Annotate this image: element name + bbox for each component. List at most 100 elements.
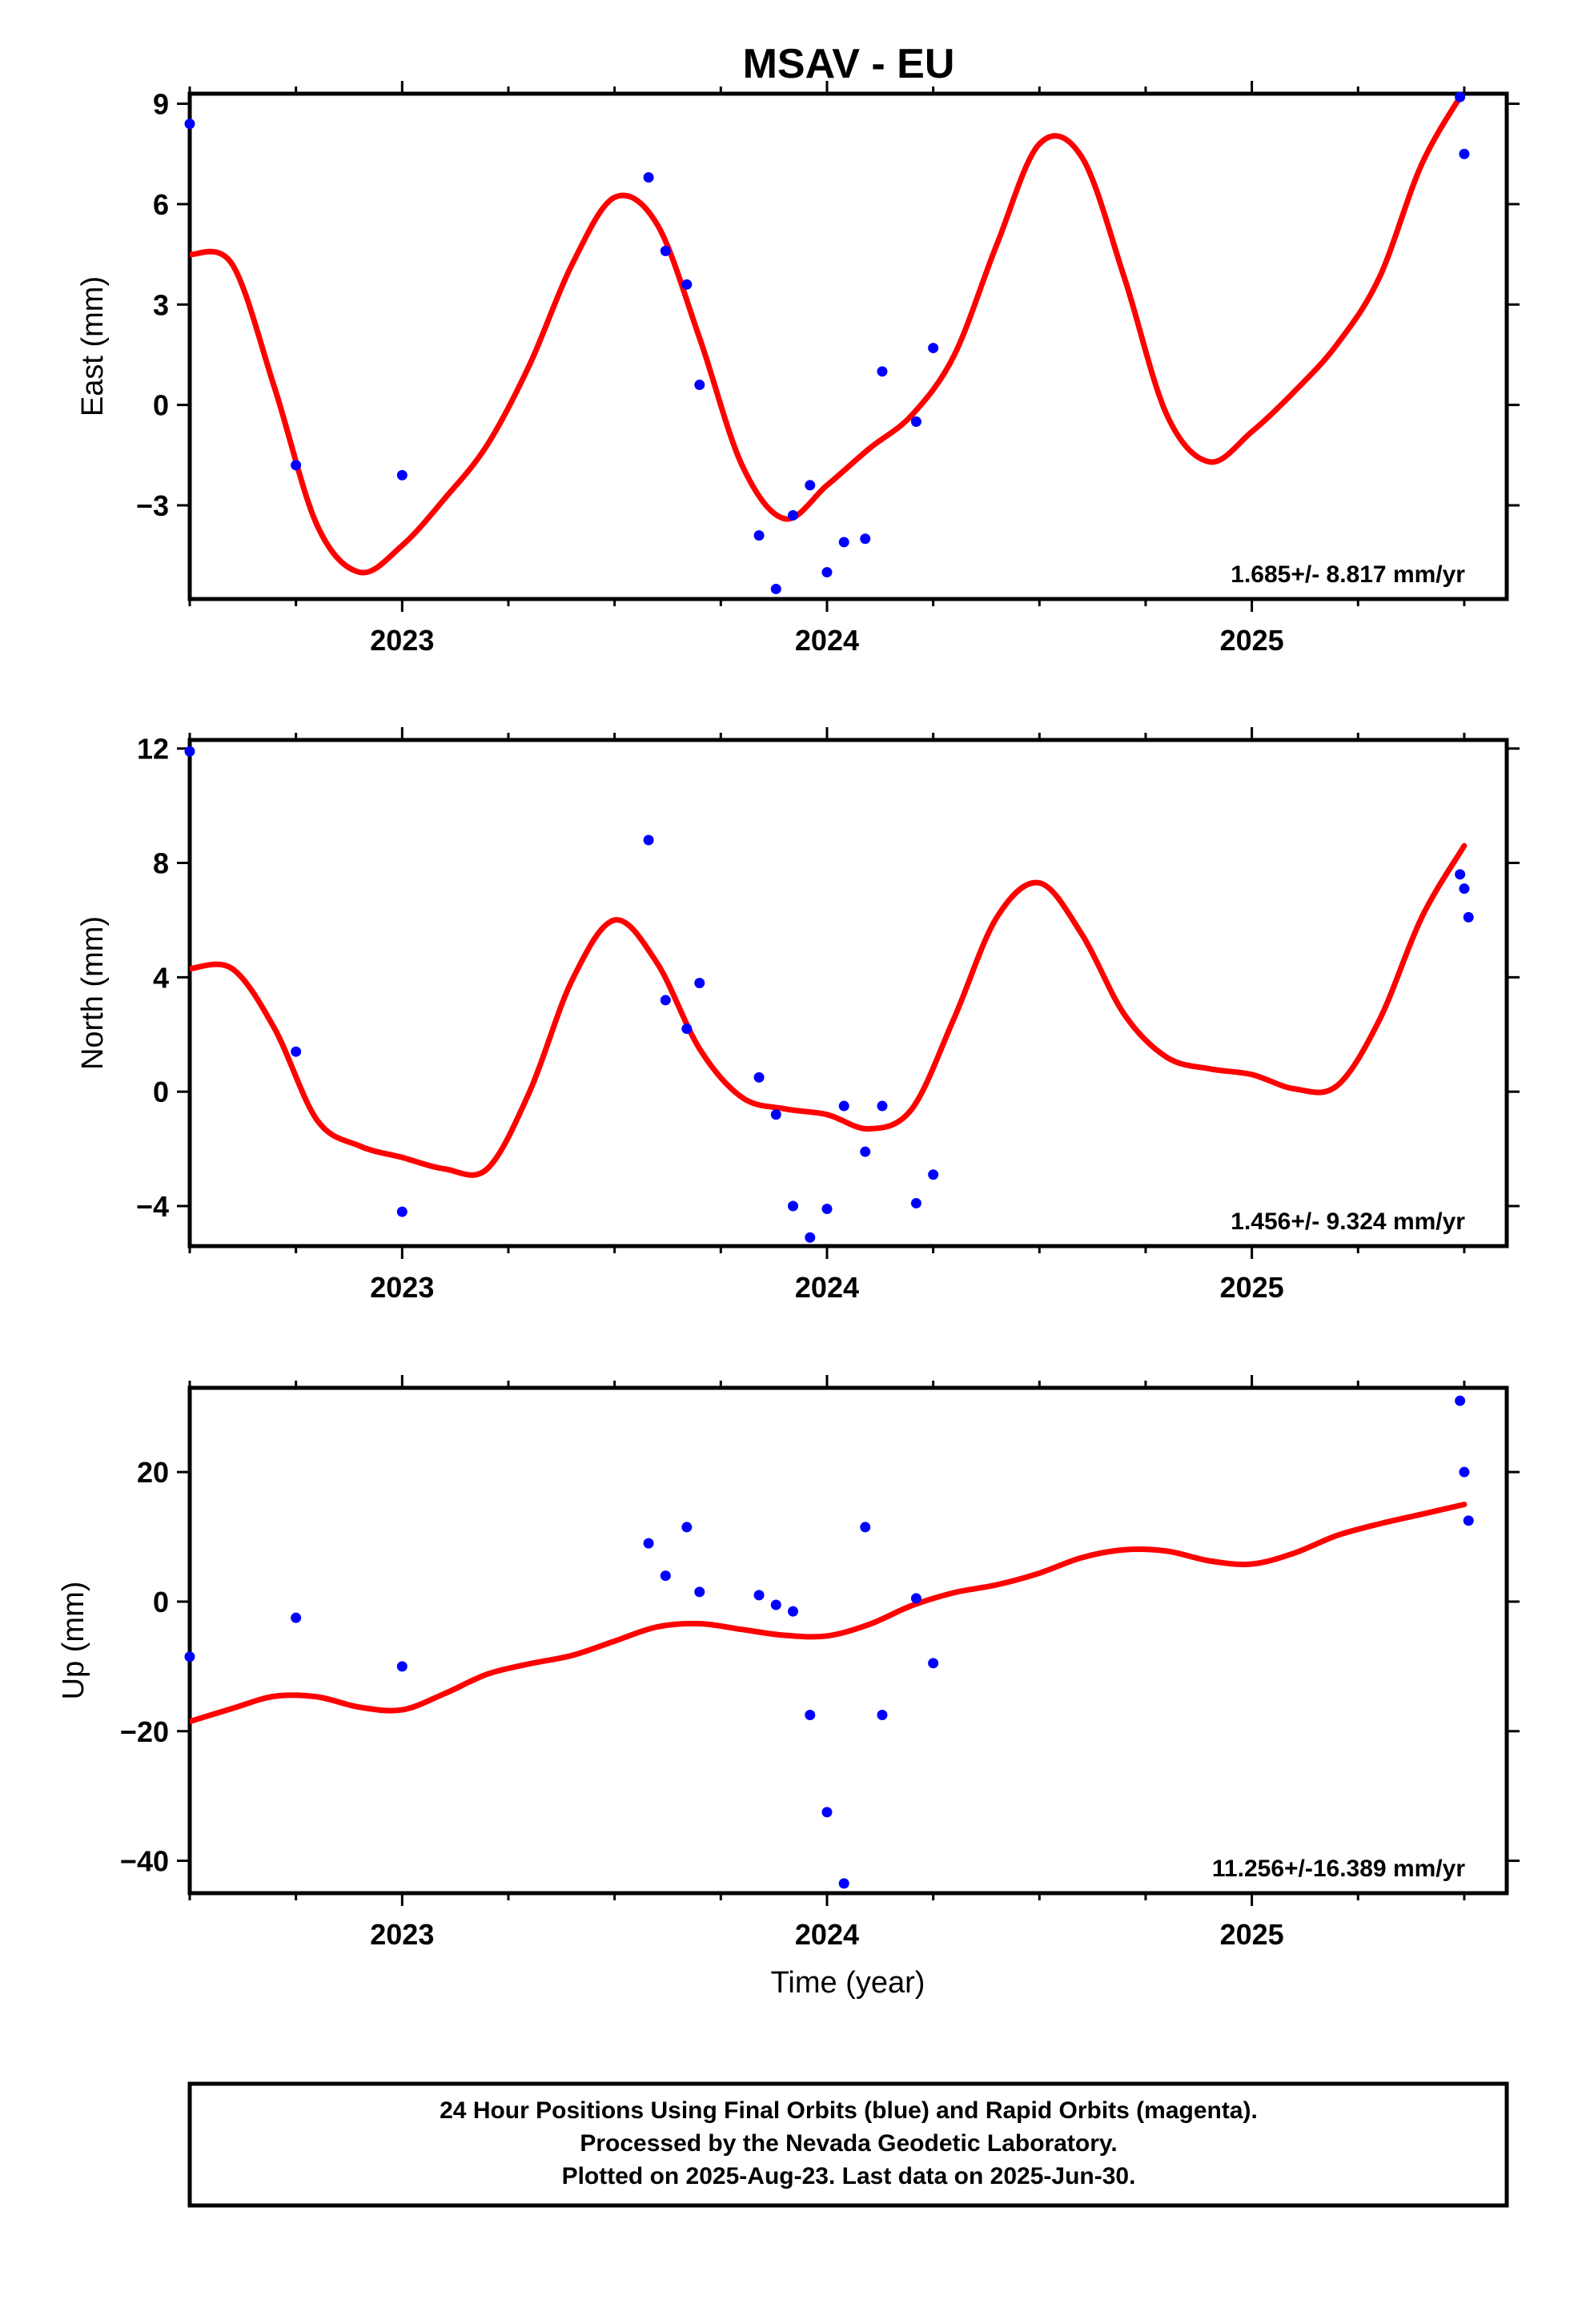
north-data-point <box>396 1206 408 1217</box>
footer-line-2: Processed by the Nevada Geodetic Laborat… <box>580 2130 1117 2157</box>
east-y-tick-label: 0 <box>153 389 169 422</box>
east-y-tick-label: 3 <box>153 288 169 321</box>
east-y-tick-label: 6 <box>153 188 169 221</box>
up-data-point <box>821 1807 833 1818</box>
up-data-point <box>184 1651 195 1663</box>
east-data-point <box>821 567 833 578</box>
up-data-point <box>291 1612 302 1623</box>
north-data-point <box>770 1109 781 1120</box>
north-data-point <box>838 1100 849 1112</box>
east-data-point <box>805 480 816 491</box>
footer-line-1: 24 Hour Positions Using Final Orbits (bl… <box>440 2097 1258 2124</box>
east-data-point <box>681 279 693 290</box>
east-data-point <box>753 530 765 541</box>
east-fit-curve <box>190 94 1466 576</box>
north-data-point <box>291 1046 302 1057</box>
up-y-tick-label: −20 <box>120 1715 169 1748</box>
up-data-point <box>910 1593 921 1604</box>
up-data-point <box>928 1658 939 1669</box>
up-fit-curve <box>190 1502 1468 1725</box>
up-data-point <box>805 1710 816 1721</box>
up-plot-frame <box>187 1385 1509 1896</box>
east-data-point <box>770 583 781 594</box>
up-x-tick-label: 2025 <box>1220 1918 1284 1951</box>
east-x-tick-label: 2023 <box>370 624 434 657</box>
north-x-tick-label: 2025 <box>1220 1271 1284 1304</box>
north-data-point <box>1459 883 1470 895</box>
north-y-axis-label: North (mm) <box>76 916 110 1070</box>
east-data-point <box>184 119 195 130</box>
east-data-point <box>788 510 799 521</box>
east-data-point <box>928 343 939 354</box>
east-plot-frame <box>187 91 1509 601</box>
north-fit-curve <box>190 842 1468 1178</box>
north-data-point <box>860 1146 871 1157</box>
up-data-point <box>694 1586 705 1598</box>
north-rate-annotation: 1.456+/- 9.324 mm/yr <box>1231 1208 1465 1235</box>
up-y-tick-label: 0 <box>153 1586 169 1618</box>
east-data-point <box>694 380 705 391</box>
north-data-point <box>643 834 654 846</box>
up-x-tick-label: 2024 <box>795 1918 859 1951</box>
footer-box: 24 Hour Positions Using Final Orbits (bl… <box>187 2081 1509 2208</box>
north-data-point <box>1463 911 1474 923</box>
up-data-point <box>681 1522 693 1533</box>
north-data-point <box>660 995 671 1006</box>
east-data-point <box>838 537 849 548</box>
east-data-point <box>877 366 888 377</box>
north-y-tick-label: 0 <box>153 1076 169 1108</box>
north-y-tick-label: −4 <box>136 1190 169 1223</box>
up-data-point <box>643 1538 654 1549</box>
north-data-point <box>877 1100 888 1112</box>
up-data-point <box>788 1606 799 1617</box>
east-y-axis-label: East (mm) <box>76 276 110 416</box>
north-data-point <box>928 1169 939 1180</box>
up-data-point <box>770 1599 781 1610</box>
north-data-point <box>805 1232 816 1243</box>
east-data-point <box>291 460 302 471</box>
north-y-tick-label: 12 <box>137 733 169 766</box>
north-plot-frame <box>187 738 1509 1248</box>
north-x-tick-label: 2024 <box>795 1271 859 1304</box>
up-data-point <box>877 1710 888 1721</box>
east-x-tick-label: 2025 <box>1220 624 1284 657</box>
north-data-point <box>753 1072 765 1083</box>
north-y-tick-label: 4 <box>153 961 169 994</box>
up-y-tick-label: −40 <box>120 1845 169 1878</box>
north-data-point <box>910 1197 921 1208</box>
east-data-point <box>643 171 654 183</box>
up-x-tick-label: 2023 <box>370 1918 434 1951</box>
east-x-tick-label: 2024 <box>795 624 859 657</box>
east-data-point <box>1455 91 1466 103</box>
east-y-tick-label: −3 <box>136 489 169 522</box>
up-y-tick-label: 20 <box>137 1456 169 1489</box>
figure-title: MSAV - EU <box>743 41 955 87</box>
north-data-point <box>1455 869 1466 880</box>
up-data-point <box>660 1570 671 1582</box>
east-data-point <box>860 533 871 545</box>
north-panel: 2023 2024 2025 12 8 4 0 −4 North (mm) 1.456+/- 9.… <box>76 727 1520 1304</box>
east-data-point <box>910 416 921 428</box>
east-y-tick-label: 9 <box>153 88 169 121</box>
east-rate-annotation: 1.685+/- 8.817 mm/yr <box>1231 561 1465 588</box>
up-data-point <box>1459 1466 1470 1478</box>
north-data-point <box>184 746 195 757</box>
footer-line-3: Plotted on 2025-Aug-23. Last data on 202… <box>562 2163 1136 2189</box>
north-y-tick-label: 8 <box>153 847 169 880</box>
up-data-point <box>1463 1515 1474 1526</box>
east-panel: 2023 2024 2025 9 6 3 0 −3 East (mm) 1.685+/- 8.81… <box>76 81 1520 657</box>
up-data-point <box>396 1661 408 1672</box>
x-axis-label: Time (year) <box>771 1966 926 2000</box>
north-data-point <box>821 1204 833 1215</box>
up-panel: 2023 2024 2025 20 0 −20 −40 Up (mm) 11.256+/-16.… <box>57 1375 1520 1951</box>
north-data-point <box>694 978 705 989</box>
north-data-point <box>681 1023 693 1035</box>
north-data-point <box>788 1200 799 1212</box>
east-data-point <box>396 469 408 480</box>
up-data-point <box>1455 1395 1466 1406</box>
north-x-tick-label: 2023 <box>370 1271 434 1304</box>
east-data-point <box>1459 148 1470 159</box>
up-data-point <box>860 1522 871 1533</box>
up-data-point <box>838 1878 849 1889</box>
